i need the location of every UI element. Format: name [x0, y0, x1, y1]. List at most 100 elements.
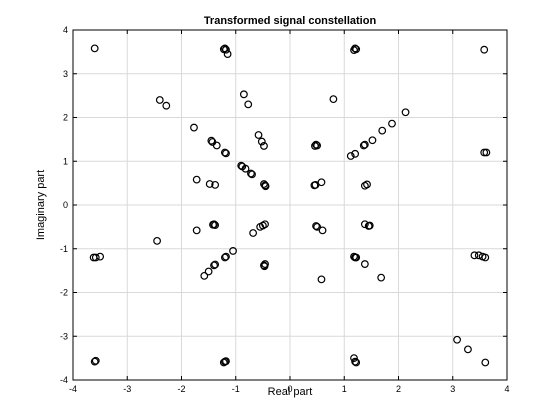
y-axis-label: Imaginary part	[35, 170, 47, 240]
data-point-81	[200, 271, 209, 280]
data-point-43	[211, 180, 220, 189]
y-tick-label: 4	[63, 25, 68, 35]
data-point-60	[312, 222, 320, 230]
data-point-18	[260, 142, 268, 150]
data-point-20	[378, 126, 387, 135]
data-point-27	[312, 140, 320, 149]
data-point-61	[313, 222, 322, 231]
data-point-87	[360, 260, 369, 268]
data-point-33	[346, 152, 355, 160]
data-point-15	[190, 123, 198, 132]
y-tick-label: 1	[63, 156, 68, 166]
data-point-46	[261, 182, 270, 191]
data-point-91	[91, 356, 100, 365]
data-point-53	[210, 220, 218, 229]
data-point-11	[239, 90, 248, 99]
data-point-25	[220, 148, 229, 157]
data-point-79	[481, 253, 490, 262]
data-point-5	[351, 44, 360, 53]
data-point-54	[211, 221, 220, 230]
data-point-8	[480, 45, 489, 54]
data-point-49	[317, 178, 326, 187]
data-point-89	[377, 273, 386, 282]
data-point-97	[352, 358, 361, 367]
data-point-24	[212, 141, 221, 150]
data-point-44	[260, 180, 268, 188]
data-point-66	[153, 236, 161, 245]
x-tick-label: 1	[342, 384, 347, 394]
y-tick-label: 0	[63, 200, 68, 210]
data-point-82	[210, 261, 218, 270]
data-point-12	[244, 100, 253, 109]
y-tick-label: -4	[60, 375, 68, 385]
data-point-19	[388, 119, 396, 128]
data-point-13	[329, 95, 338, 104]
x-tick-label: 0	[287, 384, 292, 394]
data-point-67	[91, 253, 100, 262]
data-point-0	[90, 44, 99, 53]
data-point-63	[360, 220, 369, 229]
y-tick-label: 3	[63, 69, 68, 79]
data-point-65	[365, 221, 374, 230]
data-point-55	[192, 226, 201, 235]
data-point-98	[453, 335, 461, 344]
data-point-71	[220, 253, 229, 262]
data-point-40	[248, 170, 256, 179]
y-tick-label: 2	[63, 113, 68, 123]
data-point-100	[481, 358, 490, 367]
data-point-59	[249, 229, 258, 237]
x-tick-label: 4	[504, 384, 509, 394]
data-point-83	[211, 260, 220, 269]
data-point-16	[254, 131, 263, 139]
x-axis-label: Real part	[268, 386, 313, 398]
data-point-7	[350, 46, 358, 55]
data-point-26	[222, 149, 230, 158]
data-point-95	[350, 354, 358, 363]
chart-title: Transformed signal constellation	[204, 15, 377, 27]
x-tick-label: -4	[69, 384, 77, 394]
data-point-70	[222, 252, 230, 261]
x-tick-label: 2	[396, 384, 401, 394]
grid-lines	[73, 30, 507, 380]
data-point-9	[155, 96, 164, 104]
axis-ticks: -4 -3 -2 -1 0 1 2 3 4 -4 -3 -2 -1 0 1 2 3 4	[60, 25, 510, 394]
x-tick-label: 3	[450, 384, 455, 394]
x-tick-label: -3	[123, 384, 131, 394]
y-tick-label: -3	[60, 331, 68, 341]
y-tick-label: -2	[60, 288, 68, 298]
data-point-80	[204, 267, 213, 276]
data-point-4	[223, 50, 232, 58]
data-point-58	[261, 220, 269, 229]
data-point-88	[317, 275, 326, 284]
x-tick-label: -2	[177, 384, 185, 394]
data-point-38	[241, 164, 250, 173]
data-point-99	[464, 345, 472, 354]
data-point-34	[480, 148, 489, 157]
data-point-51	[363, 180, 371, 189]
data-point-42	[205, 180, 214, 188]
data-point-31	[359, 141, 368, 150]
data-point-29	[313, 141, 322, 150]
data-point-10	[162, 101, 171, 110]
data-point-32	[351, 149, 360, 158]
data-point-21	[368, 136, 377, 145]
data-point-3	[222, 45, 230, 54]
data-point-41	[192, 175, 201, 184]
data-point-72	[229, 247, 237, 255]
data-point-86	[260, 262, 269, 271]
x-tick-label: -1	[232, 384, 240, 394]
data-point-69	[96, 252, 105, 261]
data-point-90	[90, 357, 99, 366]
data-point-96	[351, 357, 360, 366]
y-tick-label: -1	[60, 244, 68, 254]
data-point-35	[482, 148, 491, 157]
data-point-94	[222, 357, 230, 366]
data-point-76	[470, 251, 479, 260]
data-point-30	[360, 140, 369, 149]
data-point-39	[247, 169, 255, 178]
data-points	[89, 44, 491, 367]
data-point-62	[318, 226, 327, 235]
data-point-75	[352, 253, 361, 262]
data-point-17	[257, 137, 266, 146]
